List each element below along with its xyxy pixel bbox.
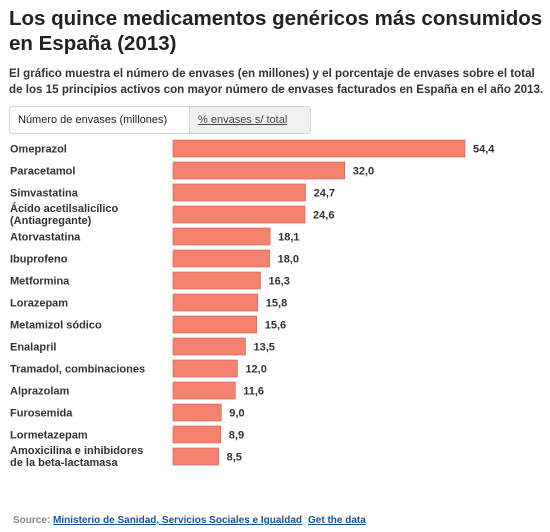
category-label: Enalapril [10, 342, 56, 354]
value-label: 8,9 [229, 430, 244, 442]
bar[interactable] [172, 161, 346, 180]
bar-chart: Omeprazol 54,4 Paracetamol 32,0 Simvastatina… [10, 139, 495, 469]
category-label: Ibuprofeno [10, 254, 68, 266]
category-label: Lormetazepam [10, 430, 88, 442]
value-label: 18,0 [278, 254, 299, 266]
source-label: Source: [13, 515, 51, 526]
category-label: Furosemida [10, 408, 73, 420]
chart-title: Los quince medicamentos genéricos más co… [9, 7, 543, 55]
value-label: 18,1 [278, 232, 299, 244]
bar[interactable] [172, 183, 306, 202]
tab-envases[interactable]: Número de envases (millones) [10, 107, 190, 133]
get-the-data-link[interactable]: Get the data [308, 515, 366, 526]
category-label: Lorazepam [10, 298, 68, 310]
bar[interactable] [172, 139, 466, 158]
bar[interactable] [172, 447, 219, 466]
bar[interactable] [172, 205, 306, 224]
bar[interactable] [172, 293, 259, 312]
category-label: Ácido acetilsalicílico (Antiagregante) [10, 202, 118, 227]
value-label: 16,3 [268, 276, 289, 288]
bar[interactable] [172, 359, 238, 378]
category-label: Simvastatina [10, 188, 79, 200]
category-label: Alprazolam [10, 386, 70, 398]
chart-subtitle: El gráfico muestra el número de envases … [9, 67, 544, 96]
value-label: 8,5 [227, 452, 242, 464]
value-label: 11,6 [243, 386, 264, 398]
bar[interactable] [172, 249, 270, 268]
category-label: Omeprazol [10, 144, 67, 156]
category-label: Atorvastatina [10, 232, 81, 244]
value-label: 15,8 [266, 298, 287, 310]
bar[interactable] [172, 381, 236, 400]
source-line: Source: Ministerio de Sanidad, Servicios… [13, 515, 366, 526]
category-label: Metamizol sódico [10, 320, 102, 332]
value-label: 24,7 [314, 188, 335, 200]
tab-porcentaje[interactable]: % envases s/ total [190, 107, 310, 133]
bar[interactable] [172, 227, 271, 246]
category-label: Metformina [10, 276, 70, 288]
bar[interactable] [172, 403, 222, 422]
value-label: 15,6 [265, 320, 286, 332]
value-label: 13,5 [253, 342, 274, 354]
value-label: 24,6 [313, 210, 334, 222]
value-label: 54,4 [473, 144, 495, 156]
category-label: Amoxicilina e inhibidores de la beta-lact… [10, 445, 143, 469]
value-label: 12,0 [245, 364, 266, 376]
view-tabs: Número de envases (millones) % envases s… [9, 106, 311, 134]
source-link[interactable]: Ministerio de Sanidad, Servicios Sociale… [53, 515, 302, 526]
value-label: 32,0 [353, 166, 374, 178]
value-label: 9,0 [229, 408, 244, 420]
bar[interactable] [172, 315, 258, 334]
bar[interactable] [172, 337, 246, 356]
bar[interactable] [172, 271, 261, 290]
bar[interactable] [172, 425, 222, 444]
category-label: Paracetamol [10, 166, 75, 178]
category-label: Tramadol, combinaciones [10, 364, 145, 376]
